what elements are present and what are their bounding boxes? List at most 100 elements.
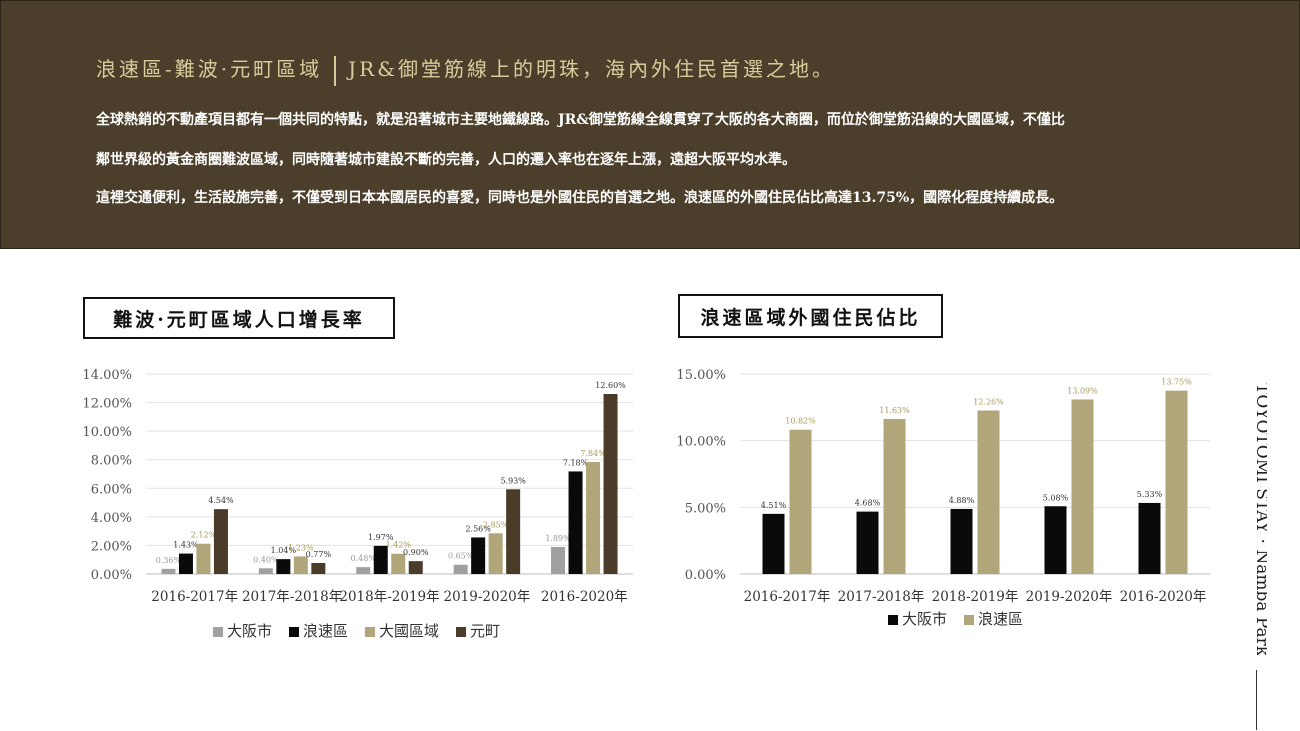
x-category-label: 2016-2020年 [1120, 589, 1207, 605]
bar-value-label: 13.09% [1067, 386, 1098, 395]
bar-浪速區 [1165, 390, 1188, 574]
side-brand-text: TOYOTOMI STAY · Namba Park [1252, 383, 1267, 655]
bar-元町 [506, 489, 521, 574]
bar-value-label: 7.84% [580, 449, 606, 458]
bar-大國區域 [196, 543, 211, 574]
bar-大國區域 [293, 556, 308, 574]
x-category-label: 2016-2017年 [151, 589, 238, 605]
x-category-label: 2018年-2019年 [339, 589, 439, 605]
chart2-title: 浪速區域外國住民佔比 [678, 294, 943, 338]
bar-浪速區 [373, 545, 388, 574]
bar-value-label: 5.33% [1137, 490, 1163, 499]
banner-headline: 浪速區-難波·元町區域 JR&御堂筋線上的明珠，海內外住民首選之地。 [96, 53, 835, 86]
legend-swatch-大阪市 [213, 627, 223, 637]
bar-大阪市 [1044, 506, 1067, 574]
bar-大國區域 [488, 533, 503, 574]
bar-value-label: 4.68% [855, 499, 881, 508]
legend-label: 浪速區 [303, 622, 348, 640]
bar-元町 [408, 561, 423, 574]
bar-value-label: 0.77% [306, 550, 332, 559]
bar-value-label: 1.23% [288, 543, 314, 552]
bar-浪速區 [471, 537, 486, 574]
bar-value-label: 7.18% [563, 458, 589, 467]
bar-浪速區 [789, 429, 812, 574]
x-category-label: 2018-2019年 [932, 589, 1019, 605]
bar-value-label: 4.54% [208, 496, 234, 505]
foreign-resident-chart: 0.00% 5.00% 10.00% 15.00% 2016-2017年 4.51% 10.… [676, 368, 1210, 628]
legend-swatch-浪速區 [289, 627, 299, 637]
headline-tagline: JR&御堂筋線上的明珠，海內外住民首選之地。 [348, 57, 836, 81]
bar-value-label: 12.26% [973, 398, 1004, 407]
bar-value-label: 5.93% [500, 476, 526, 485]
y-tick-label: 4.00% [91, 511, 132, 526]
bar-大國區域 [586, 462, 601, 574]
legend-swatch-元町 [456, 627, 466, 637]
y-tick-label: 2.00% [91, 539, 132, 554]
legend-label: 大國區域 [379, 622, 439, 640]
bar-value-label: 1.42% [386, 541, 412, 550]
bar-元町 [603, 394, 618, 574]
bar-value-label: 2.85% [483, 520, 509, 529]
headline-divider [334, 55, 337, 86]
y-tick-label: 8.00% [91, 454, 132, 469]
side-brand-label: TOYOTOMI STAY · Namba Park [1252, 383, 1267, 655]
bar-大阪市 [762, 513, 785, 574]
bar-value-label: 0.48% [351, 554, 377, 563]
intro-banner: 浪速區-難波·元町區域 JR&御堂筋線上的明珠，海內外住民首選之地。 全球熱銷的不… [0, 0, 1300, 249]
bar-value-label: 0.65% [448, 552, 474, 561]
bar-大阪市 [453, 564, 468, 574]
bar-浪速區 [178, 553, 193, 574]
bar-value-label: 2.56% [465, 524, 491, 533]
x-category-label: 2019-2020年 [444, 589, 531, 605]
bar-value-label: 0.40% [253, 555, 279, 564]
bar-value-label: 0.90% [403, 548, 429, 557]
bar-大阪市 [356, 567, 371, 574]
legend-swatch-大國區域 [365, 627, 375, 637]
bar-大阪市 [258, 568, 273, 574]
y-tick-label: 6.00% [91, 482, 132, 497]
y-tick-label: 5.00% [685, 501, 726, 516]
side-divider [1256, 670, 1257, 730]
bar-浪速區 [568, 471, 583, 574]
y-tick-label: 15.00% [676, 368, 726, 383]
bar-大阪市 [161, 568, 176, 574]
legend-swatch-浪速區 [964, 615, 974, 625]
bar-value-label: 1.89% [545, 534, 571, 543]
bar-大阪市 [856, 511, 879, 574]
bar-value-label: 11.63% [879, 406, 910, 415]
bar-value-label: 5.08% [1043, 493, 1069, 502]
chart1-title: 難波·元町區域人口增長率 [83, 297, 395, 339]
banner-paragraph-2: 鄰世界級的黃金商圈難波區域，同時隨著城市建設不斷的完善，人口的遷入率也在逐年上漲… [96, 152, 796, 168]
y-tick-label: 12.00% [82, 397, 132, 412]
y-tick-label: 10.00% [82, 425, 132, 440]
legend-label: 大阪市 [227, 622, 272, 640]
y-tick-label: 10.00% [676, 435, 726, 450]
bar-浪速區 [276, 559, 291, 574]
banner-paragraph-1: 全球熱銷的不動產項目都有一個共同的特點，就是沿著城市主要地鐵線路。JR&御堂筋線… [96, 112, 1065, 128]
bar-value-label: 1.43% [173, 541, 199, 550]
bar-value-label: 0.36% [156, 556, 182, 565]
bar-value-label: 2.12% [191, 531, 217, 540]
legend-label: 浪速區 [978, 610, 1023, 628]
bar-大國區域 [391, 553, 406, 574]
bar-大阪市 [1138, 502, 1161, 574]
x-category-label: 2017-2018年 [838, 589, 925, 605]
y-tick-label: 0.00% [91, 568, 132, 583]
legend-label: 大阪市 [902, 610, 947, 628]
bar-value-label: 10.82% [785, 417, 816, 426]
bar-浪速區 [883, 418, 906, 574]
banner-paragraph-3: 這裡交通便利，生活設施完善，不僅受到日本本國居民的喜愛，同時也是外國住民的首選之… [96, 190, 1064, 206]
bar-value-label: 1.97% [368, 533, 394, 542]
bar-元町 [213, 509, 228, 574]
y-tick-label: 14.00% [82, 368, 132, 383]
bar-大阪市 [950, 508, 973, 574]
bar-value-label: 12.60% [595, 381, 626, 390]
bar-大阪市 [551, 547, 566, 574]
x-category-label: 2017年-2018年 [242, 589, 342, 605]
bar-浪速區 [977, 410, 1000, 574]
x-category-label: 2016-2020年 [541, 589, 628, 605]
bar-value-label: 1.04% [271, 546, 297, 555]
x-category-label: 2019-2020年 [1026, 589, 1113, 605]
bar-元町 [311, 563, 326, 574]
bar-value-label: 4.51% [761, 501, 787, 510]
